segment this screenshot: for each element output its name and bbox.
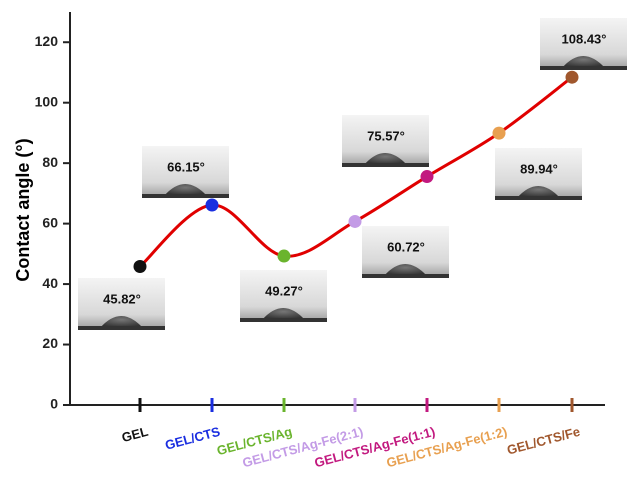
substrate xyxy=(342,163,429,167)
point xyxy=(278,250,291,263)
substrate xyxy=(540,66,627,70)
data-label: 66.15° xyxy=(167,159,205,174)
point xyxy=(421,170,434,183)
substrate xyxy=(78,326,165,330)
point xyxy=(134,260,147,273)
point xyxy=(566,71,579,84)
chart: Contact angle (°) 0 20 40 60 80 100 120 45.82° 6… xyxy=(0,0,633,496)
y-tick-label: 20 xyxy=(42,335,58,351)
x-tick-label: GEL/CTS/Fe xyxy=(505,424,581,458)
data-label: 75.57° xyxy=(367,128,405,143)
data-label: 89.94° xyxy=(520,161,558,176)
y-axis-label: Contact angle (°) xyxy=(13,138,33,281)
data-label: 108.43° xyxy=(562,31,607,46)
substrate xyxy=(240,318,327,322)
y-tick-label: 0 xyxy=(50,396,58,412)
point xyxy=(493,127,506,140)
data-label: 45.82° xyxy=(103,291,141,306)
x-tick-label: GEL/CTS xyxy=(163,424,222,453)
y-tick-label: 40 xyxy=(42,275,58,291)
substrate xyxy=(142,194,229,198)
y-tick-label: 80 xyxy=(42,154,58,170)
point xyxy=(206,199,219,212)
y-tick-label: 60 xyxy=(42,214,58,230)
data-label: 60.72° xyxy=(387,239,425,254)
substrate xyxy=(362,274,449,278)
y-tick-label: 100 xyxy=(35,93,59,109)
substrate xyxy=(495,196,582,200)
point xyxy=(349,215,362,228)
x-tick-label: GEL xyxy=(120,424,150,445)
data-label: 49.27° xyxy=(265,283,303,298)
y-tick-label: 120 xyxy=(35,33,59,49)
